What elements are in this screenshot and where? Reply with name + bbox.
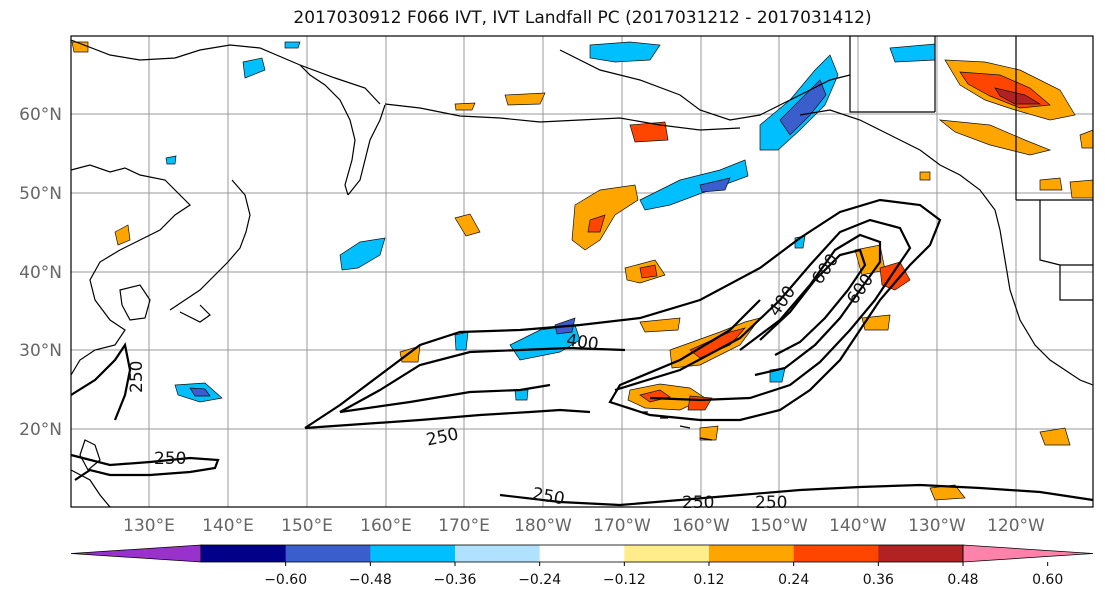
lon-label: 160°W bbox=[672, 516, 730, 536]
colorbar: −0.60 −0.48 −0.36 −0.24 −0.12 0.12 0.24 0.36 0.4… bbox=[70, 544, 1094, 588]
colorbar-swatch bbox=[709, 545, 795, 562]
colorbar-extend-high bbox=[962, 544, 1094, 563]
colorbar-tick-label: −0.36 bbox=[434, 572, 477, 588]
map-border bbox=[70, 35, 1094, 508]
lon-label: 120°W bbox=[987, 516, 1045, 536]
ivt-anomaly-shading bbox=[71, 41, 1094, 501]
lon-label: 140°E bbox=[202, 516, 254, 536]
colorbar-tick-label: −0.60 bbox=[264, 572, 307, 588]
lon-label: 160°E bbox=[360, 516, 412, 536]
colorbar-swatch bbox=[624, 545, 710, 562]
colorbar-swatch bbox=[878, 545, 964, 562]
colorbar-tick-label: −0.12 bbox=[603, 572, 646, 588]
lon-label: 170°E bbox=[438, 516, 490, 536]
colorbar-tick-label: −0.24 bbox=[518, 572, 561, 588]
lon-label: 170°W bbox=[593, 516, 651, 536]
colorbar-swatch bbox=[539, 545, 625, 562]
lon-label: 130°W bbox=[908, 516, 966, 536]
contour-label: 250 bbox=[755, 493, 787, 513]
contour-label: 250 bbox=[154, 449, 186, 469]
colorbar-swatch bbox=[455, 545, 541, 562]
lat-label: 40°N bbox=[19, 263, 62, 283]
contour-label: 250 bbox=[682, 493, 714, 513]
colorbar-tick-label: 0.48 bbox=[947, 572, 978, 588]
contour-label: 400 bbox=[565, 330, 600, 354]
latitude-labels: 60°N 50°N 40°N 30°N 20°N bbox=[19, 105, 62, 440]
lon-label: 150°W bbox=[750, 516, 808, 536]
ivt-contours bbox=[70, 198, 1094, 507]
colorbar-tick-label: 0.36 bbox=[863, 572, 894, 588]
lon-label: 140°W bbox=[829, 516, 887, 536]
colorbar-tick-label: −0.48 bbox=[349, 572, 392, 588]
colorbar-swatch bbox=[370, 545, 456, 562]
colorbar-swatch bbox=[793, 545, 879, 562]
colorbar-tick-label: 0.24 bbox=[778, 572, 809, 588]
longitude-labels: 130°E 140°E 150°E 160°E 170°E 180°W 170°… bbox=[123, 516, 1045, 536]
lat-label: 30°N bbox=[19, 341, 62, 361]
contour-label: 250 bbox=[127, 361, 147, 393]
colorbar-extend-low bbox=[70, 544, 202, 563]
lat-label: 20°N bbox=[19, 420, 62, 440]
lat-label: 60°N bbox=[19, 105, 62, 125]
colorbar-tick-label: 0.12 bbox=[693, 572, 724, 588]
colorbar-tick-label: 0.60 bbox=[1032, 572, 1063, 588]
lon-label: 130°E bbox=[123, 516, 175, 536]
lon-label: 180°W bbox=[514, 516, 572, 536]
contour-label-group: 250 250 250 250 250 250 400 400 600 600 bbox=[127, 250, 878, 513]
colorbar-swatch bbox=[285, 545, 371, 562]
lon-label: 150°E bbox=[281, 516, 333, 536]
map-title: 2017030912 F066 IVT, IVT Landfall PC (20… bbox=[293, 8, 872, 28]
colorbar-frame bbox=[200, 544, 964, 563]
colorbar-swatch bbox=[201, 545, 287, 562]
lat-label: 50°N bbox=[19, 184, 62, 204]
